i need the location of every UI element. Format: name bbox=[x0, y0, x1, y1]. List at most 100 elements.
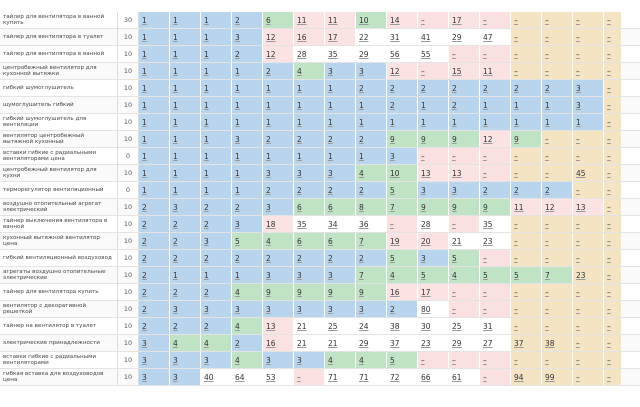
position-cell: 35 bbox=[480, 216, 511, 232]
position-cell: 16 bbox=[263, 335, 294, 351]
position-cell: 5 bbox=[387, 182, 418, 198]
position-cell: 1 bbox=[511, 97, 542, 113]
position-cell: 2 bbox=[232, 250, 263, 266]
position-cell: 1 bbox=[139, 80, 170, 96]
position-cell: 9 bbox=[294, 284, 325, 300]
position-cell: 1 bbox=[480, 114, 511, 130]
position-cell: – bbox=[604, 284, 622, 300]
position-cell: 9 bbox=[263, 284, 294, 300]
position-cell: 19 bbox=[387, 233, 418, 249]
position-cell: – bbox=[418, 148, 449, 164]
position-cell: 64 bbox=[232, 369, 263, 385]
query-text: электрические принадлежности bbox=[0, 335, 118, 351]
table-row: терморегулятор вентиляционный 0 1 1 1 1 2 2 2 2 5 3… bbox=[0, 182, 640, 199]
position-cell: 2 bbox=[139, 267, 170, 283]
position-cell: – bbox=[542, 301, 573, 317]
position-cell: – bbox=[573, 335, 604, 351]
position-cell: – bbox=[604, 80, 622, 96]
table-row: центробежный вентилятор для кухонной выт… bbox=[0, 63, 640, 80]
position-cell: – bbox=[542, 165, 573, 181]
position-cell: 94 bbox=[511, 369, 542, 385]
position-cell: – bbox=[480, 284, 511, 300]
position-cell: 1 bbox=[201, 182, 232, 198]
position-cell: 2 bbox=[511, 80, 542, 96]
position-cell: 2 bbox=[511, 182, 542, 198]
position-cell: 1 bbox=[418, 97, 449, 113]
position-cell: 1 bbox=[356, 148, 387, 164]
position-cell: 41 bbox=[418, 29, 449, 45]
query-text: гибкий шумоглушитель bbox=[0, 80, 118, 96]
position-cell: 35 bbox=[325, 46, 356, 62]
position-cell: 12 bbox=[542, 199, 573, 215]
position-cell: 4 bbox=[356, 352, 387, 368]
position-cell: 9 bbox=[356, 284, 387, 300]
position-cell: 23 bbox=[573, 267, 604, 283]
table-row: гибкий шумоглушитель для вентиляции 10 1 1 1… bbox=[0, 114, 640, 131]
query-text: тайлер для вентилятора в ванной купить bbox=[0, 12, 118, 28]
position-cell: 9 bbox=[387, 131, 418, 147]
position-cell: – bbox=[542, 216, 573, 232]
position-cell: 1 bbox=[263, 114, 294, 130]
position-cell: 15 bbox=[449, 63, 480, 79]
position-cell: 11 bbox=[294, 12, 325, 28]
position-cell: 1 bbox=[573, 114, 604, 130]
position-cell: – bbox=[480, 250, 511, 266]
position-cell: – bbox=[480, 369, 511, 385]
position-cell: 3 bbox=[232, 131, 263, 147]
position-cell: 1 bbox=[139, 46, 170, 62]
position-cell: 1 bbox=[201, 165, 232, 181]
position-cell: – bbox=[542, 131, 573, 147]
position-cell: 4 bbox=[232, 352, 263, 368]
position-cell: 1 bbox=[325, 97, 356, 113]
position-cell: 1 bbox=[201, 29, 232, 45]
position-cell: 1 bbox=[170, 114, 201, 130]
position-cell: 29 bbox=[356, 335, 387, 351]
position-cell: 55 bbox=[418, 46, 449, 62]
position-cell: – bbox=[604, 250, 622, 266]
position-cell: 1 bbox=[325, 148, 356, 164]
position-cell: 3 bbox=[263, 199, 294, 215]
position-cell: 1 bbox=[449, 114, 480, 130]
position-cell: 1 bbox=[201, 114, 232, 130]
query-count: 10 bbox=[118, 335, 139, 351]
position-cell: 27 bbox=[480, 335, 511, 351]
position-cell: – bbox=[480, 352, 511, 368]
position-cell: 71 bbox=[325, 369, 356, 385]
position-cell: 1 bbox=[170, 182, 201, 198]
position-cell: 12 bbox=[263, 29, 294, 45]
position-cell: 2 bbox=[263, 182, 294, 198]
position-cell: – bbox=[604, 352, 622, 368]
position-cell: 3 bbox=[325, 63, 356, 79]
position-cell: 3 bbox=[294, 267, 325, 283]
query-text: тайнер на вентилятор в туалет bbox=[0, 318, 118, 334]
position-cell: 2 bbox=[356, 250, 387, 266]
position-cell: 2 bbox=[170, 233, 201, 249]
position-cell: 13 bbox=[573, 199, 604, 215]
position-cell: 29 bbox=[356, 46, 387, 62]
position-cell: 53 bbox=[263, 369, 294, 385]
position-cell: 34 bbox=[325, 216, 356, 232]
position-cell: 7 bbox=[356, 233, 387, 249]
query-count: 10 bbox=[118, 46, 139, 62]
position-cell: 2 bbox=[294, 131, 325, 147]
position-cell: 1 bbox=[201, 46, 232, 62]
position-cell: 3 bbox=[387, 148, 418, 164]
position-cell: 16 bbox=[387, 284, 418, 300]
position-cell: 4 bbox=[232, 318, 263, 334]
position-cell: 3 bbox=[263, 352, 294, 368]
position-cell: – bbox=[573, 63, 604, 79]
position-cell: 2 bbox=[201, 199, 232, 215]
position-cell: 1 bbox=[263, 80, 294, 96]
position-cell: 2 bbox=[263, 63, 294, 79]
position-cell: 1 bbox=[294, 80, 325, 96]
position-cell: 2 bbox=[356, 131, 387, 147]
position-cell: 2 bbox=[232, 46, 263, 62]
position-cell: – bbox=[573, 216, 604, 232]
position-cell: – bbox=[604, 301, 622, 317]
position-cell: 3 bbox=[294, 352, 325, 368]
position-cell: 9 bbox=[480, 199, 511, 215]
position-cell: 1 bbox=[139, 12, 170, 28]
position-cell: 12 bbox=[480, 131, 511, 147]
table-row: вставки гибкие с радиальными вентилятора… bbox=[0, 352, 640, 369]
